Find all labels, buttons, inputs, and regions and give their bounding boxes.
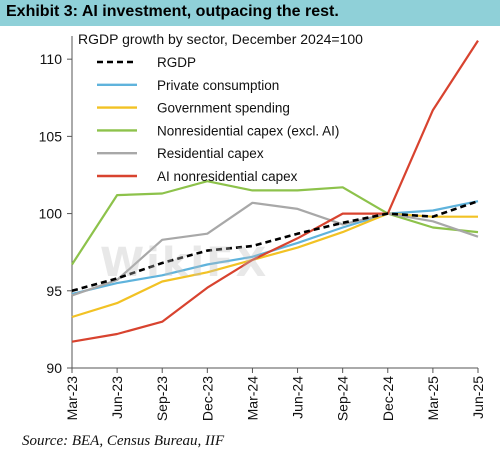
line-chart: 90 95 100 105 110 Mar-23 Jun-23 Sep-23 Dec-23 Mar… <box>39 31 486 421</box>
x-tick-label: Jun-24 <box>290 376 306 419</box>
y-tick-label: 100 <box>39 206 63 222</box>
series-line-residential-capex <box>71 201 479 297</box>
y-tick-label: 105 <box>39 128 63 144</box>
legend-title: RGDP growth by sector, December 2024=100 <box>78 31 363 47</box>
series-line-government-spending <box>71 212 478 319</box>
x-tick-label: Dec-24 <box>380 376 396 421</box>
chart-title: Exhibit 3: AI investment, outpacing the … <box>6 3 339 20</box>
y-tick-label: 95 <box>46 283 62 299</box>
watermark: WikiFX <box>100 240 269 286</box>
x-tick-label: Sep-24 <box>335 376 351 421</box>
x-tick-label: Jun-23 <box>109 376 125 419</box>
series-line-rgdp <box>71 199 479 293</box>
legend-entry: AI nonresidential capex <box>157 169 298 184</box>
title-bar: Exhibit 3: AI investment, outpacing the … <box>0 0 500 26</box>
chart-series <box>71 40 479 343</box>
source-note: Source: BEA, Census Bureau, IIF <box>22 433 225 449</box>
legend-entry: Residential capex <box>157 146 264 161</box>
x-tick-label: Jun-25 <box>470 376 486 419</box>
x-tick-label: Mar-24 <box>244 376 260 421</box>
x-tick-label: Mar-25 <box>425 376 441 421</box>
legend-entry: Private consumption <box>157 78 279 93</box>
legend-entry: Government spending <box>157 101 290 116</box>
x-tick-label: Dec-23 <box>199 376 215 421</box>
legend-entry: Nonresidential capex (excl. AI) <box>157 123 339 138</box>
series-line-ai-nonresidential-capex <box>71 40 479 343</box>
y-tick-label: 110 <box>40 51 63 67</box>
legend-entry: RGDP <box>157 55 196 70</box>
x-tick-label: Sep-23 <box>154 376 170 421</box>
y-tick-label: 90 <box>46 360 62 376</box>
chart-axes: 90 95 100 105 110 Mar-23 Jun-23 Sep-23 Dec-23 Mar… <box>39 36 486 421</box>
series-line-nonresidential-capex-excl-ai <box>71 180 479 266</box>
x-tick-label: Mar-23 <box>64 376 80 421</box>
chart-legend: RGDP growth by sector, December 2024=100… <box>78 31 363 184</box>
